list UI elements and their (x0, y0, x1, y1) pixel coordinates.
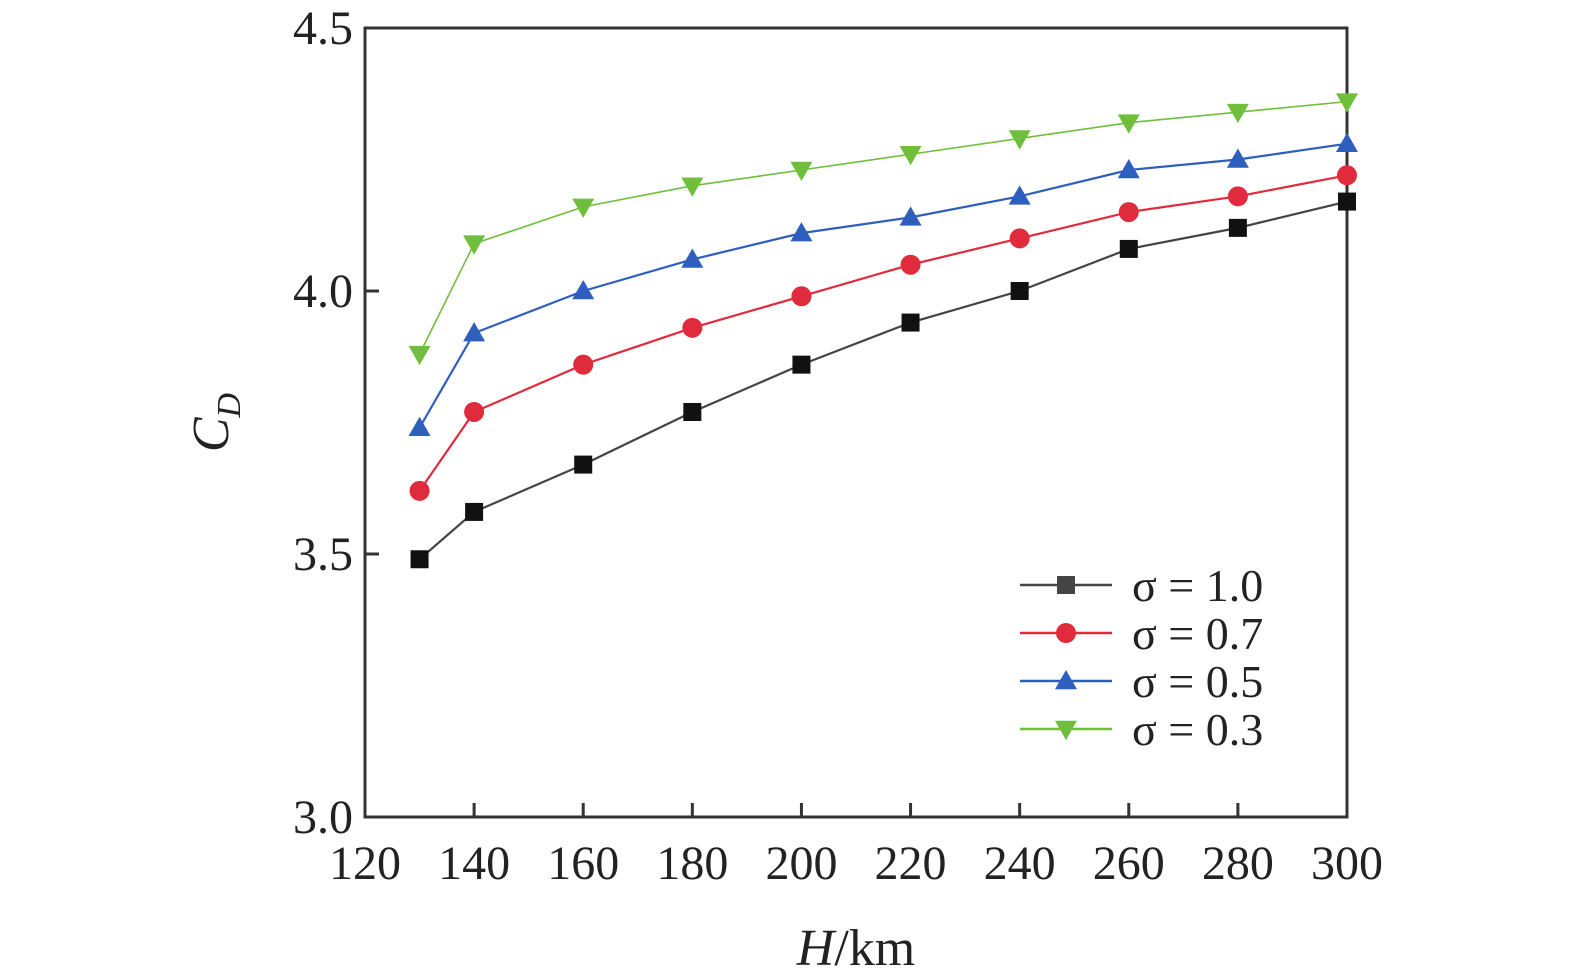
data-point (682, 317, 703, 338)
x-tick-label: 220 (875, 837, 947, 890)
data-point (792, 355, 811, 374)
data-point (683, 402, 702, 421)
x-axis-variable: H (796, 920, 837, 977)
data-point (464, 401, 485, 422)
data-point (409, 480, 430, 501)
y-tick-label: 3.0 (293, 791, 353, 844)
data-point (790, 161, 813, 182)
x-axis-label: H/km (796, 920, 915, 977)
series-group (408, 132, 1358, 437)
y-axis-subscript: D (211, 392, 248, 418)
data-point (1338, 192, 1356, 211)
y-axis-main: C (183, 416, 240, 452)
data-point (1336, 132, 1358, 152)
data-point (1118, 202, 1139, 223)
data-point (899, 145, 922, 166)
data-point (465, 502, 484, 521)
legend-label: σ = 0.3 (1132, 704, 1263, 755)
x-axis: 120 140 160 180 200 220 240 260 280 300 (329, 803, 1383, 890)
legend-label: σ = 1.0 (1132, 560, 1263, 611)
series-line (418, 200, 1348, 561)
data-point (1119, 239, 1138, 258)
legend-label: σ = 0.7 (1132, 608, 1263, 659)
data-point (463, 322, 486, 342)
data-point (463, 235, 486, 255)
data-point (901, 313, 920, 332)
x-tick-label: 200 (765, 837, 837, 890)
data-point (1010, 282, 1029, 300)
data-point (1008, 185, 1031, 205)
data-point (1117, 114, 1140, 134)
series-group (410, 192, 1356, 569)
data-point (410, 550, 429, 569)
x-axis-unit: /km (834, 920, 915, 977)
x-tick-label: 140 (438, 837, 510, 890)
data-point (408, 416, 431, 437)
data-point (572, 198, 595, 218)
data-point (574, 455, 593, 474)
legend-label: σ = 0.5 (1132, 656, 1263, 707)
y-tick-label: 4.0 (293, 265, 353, 318)
data-point (1226, 148, 1249, 168)
y-tick-label: 4.5 (293, 2, 353, 55)
series-group (409, 165, 1357, 501)
x-tick-label: 180 (656, 837, 728, 890)
legend-marker (1057, 576, 1075, 594)
data-point (1337, 165, 1357, 186)
legend-marker (1055, 670, 1077, 690)
data-point (900, 254, 921, 275)
y-axis: 3.0 3.5 4.0 4.5 (293, 2, 379, 844)
data-point (1008, 130, 1031, 150)
data-point (572, 280, 595, 300)
legend-marker (1056, 623, 1076, 643)
data-point (573, 354, 594, 375)
data-point (1228, 218, 1247, 237)
data-point (790, 222, 813, 242)
data-point (1226, 103, 1249, 124)
data-point (899, 206, 922, 226)
y-tick-label: 3.5 (293, 528, 353, 581)
series-group (408, 93, 1358, 366)
legend-marker (1055, 720, 1077, 740)
data-point (681, 248, 704, 268)
x-tick-label: 160 (547, 837, 619, 890)
series-line (418, 100, 1348, 355)
data-point (1227, 186, 1248, 207)
x-tick-label: 120 (329, 837, 401, 890)
x-tick-label: 280 (1202, 837, 1274, 890)
x-tick-label: 300 (1311, 837, 1383, 890)
data-point (681, 177, 704, 197)
x-tick-label: 240 (984, 837, 1056, 890)
data-point (408, 345, 431, 366)
series-line (418, 142, 1348, 429)
y-axis-label: CD (183, 392, 248, 452)
data-point (1009, 228, 1030, 249)
data-point (1117, 159, 1140, 179)
series-line (418, 174, 1348, 492)
series-layer (408, 93, 1358, 569)
legend: σ = 1.0σ = 0.7σ = 0.5σ = 0.3 (1020, 560, 1263, 755)
data-point (791, 286, 812, 307)
data-point (1336, 93, 1358, 113)
x-tick-label: 260 (1093, 837, 1165, 890)
plot-frame (363, 26, 1349, 819)
